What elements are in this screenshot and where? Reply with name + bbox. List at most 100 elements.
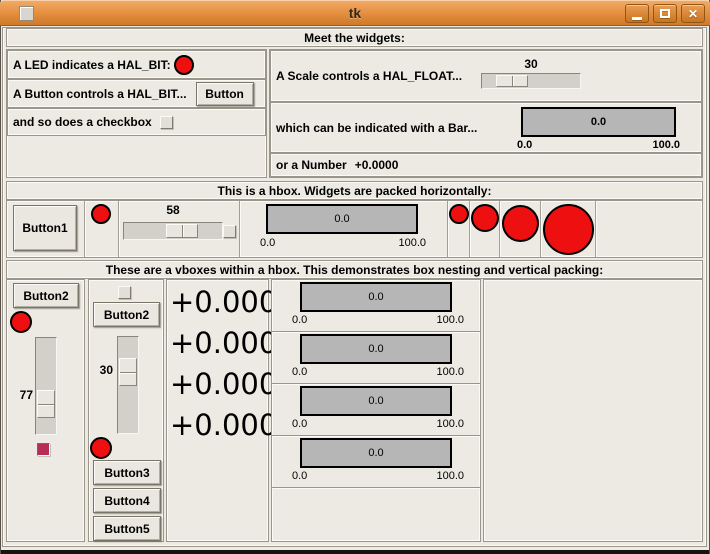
col1-scale-trough[interactable] [35, 337, 57, 435]
bar-min: 0.0 [292, 470, 308, 482]
col1-scale-value: 77 [19, 388, 33, 402]
bar-row: which can be indicated with a Bar... 0.0… [270, 102, 702, 153]
bar-range: 0.0 100.0 [292, 366, 464, 378]
hal-number: +0.000 [170, 408, 278, 442]
bar-cell: 0.0 0.0 100.0 [272, 280, 480, 332]
section-header-hbox: This is a hbox. Widgets are packed horiz… [6, 181, 703, 200]
col2-scale-handle[interactable] [119, 358, 137, 386]
bar-range: 0.0 100.0 [517, 139, 680, 151]
maximize-icon [660, 9, 670, 18]
hbox-led-xlarge [543, 204, 594, 255]
hbox-bar-max: 100.0 [398, 237, 426, 249]
hal-number: +0.000 [170, 367, 278, 401]
bar-value: 0.0 [368, 447, 384, 459]
col1-led [10, 311, 32, 333]
hbox-cell-led-m [469, 201, 499, 257]
close-icon: ✕ [687, 6, 699, 21]
hbox-bar: 0.0 [266, 204, 418, 234]
hbox-led [91, 204, 111, 224]
col2-scale-trough[interactable] [117, 336, 139, 434]
hbox-cell-filler [595, 201, 703, 257]
hbox-led-small [449, 204, 469, 224]
led-row: A LED indicates a HAL_BIT: [7, 50, 266, 79]
number-value: +0.0000 [354, 158, 399, 172]
hbox-cell-led-xl [540, 201, 595, 257]
checkbox-row-label: and so does a checkbox [13, 115, 152, 129]
hbox-cell-led [84, 201, 118, 257]
hbox-bar-value: 0.0 [334, 213, 350, 225]
app-icon[interactable] [19, 6, 34, 21]
bar-max: 100.0 [652, 139, 680, 151]
button-row: A Button controls a HAL_BIT... Button [7, 79, 266, 108]
meet-left-panel: A LED indicates a HAL_BIT: A Button cont… [6, 49, 267, 178]
scale-row-label: A Scale controls a HAL_FLOAT... [276, 69, 463, 83]
number-row-label: or a Number [276, 158, 347, 172]
hal-number: +0.000 [170, 326, 278, 360]
hal-scale-trough[interactable] [481, 73, 581, 89]
hal-bar: 0.0 [300, 438, 452, 468]
bar-cell: 0.0 0.0 100.0 [272, 436, 480, 488]
col1-button2[interactable]: Button2 [13, 283, 79, 308]
hal-bar: 0.0 [300, 334, 452, 364]
hal-button[interactable]: Button [195, 81, 254, 106]
bar-value: 0.0 [368, 395, 384, 407]
bar-value: 0.0 [590, 116, 607, 128]
col2-led [90, 437, 112, 459]
maximize-button[interactable] [653, 4, 677, 23]
hal-led [173, 54, 194, 75]
col2-button2[interactable]: Button2 [93, 302, 160, 327]
hbox-checkbox[interactable] [223, 225, 236, 238]
vbox-col3-numbers: +0.000 +0.000 +0.000 +0.000 [166, 279, 278, 542]
bar-max: 100.0 [436, 418, 464, 430]
hbox-panel: Button1 58 0.0 0.0 100.0 [6, 200, 703, 258]
hbox-scale-trough[interactable] [123, 222, 223, 240]
minimize-icon [632, 16, 642, 20]
meet-right-panel: A Scale controls a HAL_FLOAT... 30 which… [269, 49, 703, 178]
col2-button5[interactable]: Button5 [93, 516, 161, 541]
col1-scale-handle[interactable] [37, 390, 55, 418]
hal-bar: 0.0 [521, 107, 676, 137]
vbox-col1: Button2 77 [6, 279, 85, 542]
col2-button4[interactable]: Button4 [93, 488, 161, 513]
bar-range: 0.0 100.0 [292, 418, 464, 430]
hbox-scale-handle[interactable] [166, 224, 198, 238]
bar-max: 100.0 [436, 366, 464, 378]
bar-range: 0.0 100.0 [292, 314, 464, 326]
hal-bar: 0.0 [300, 282, 452, 312]
bar-row-label: which can be indicated with a Bar... [276, 120, 478, 135]
bar-range: 0.0 100.0 [292, 470, 464, 482]
hbox-cell-led-l [499, 201, 540, 257]
hbox-led-large [502, 205, 539, 242]
section-header-meet: Meet the widgets: [6, 28, 703, 47]
minimize-button[interactable] [625, 4, 649, 23]
window-title: tk [348, 5, 362, 21]
vbox-col2: Button2 30 Button3 Button4 Button5 [88, 279, 164, 542]
scale-value-label: 30 [524, 57, 538, 71]
button-row-label: A Button controls a HAL_BIT... [13, 86, 187, 101]
bar-value: 0.0 [368, 343, 384, 355]
titlebar[interactable]: tk ✕ [0, 0, 710, 26]
hbox-cell-button: Button1 [7, 201, 84, 257]
number-row: or a Number +0.0000 [270, 153, 702, 177]
hbox-cell-bar: 0.0 0.0 100.0 [239, 201, 447, 257]
hal-checkbox[interactable] [159, 115, 173, 129]
bar-value: 0.0 [368, 291, 384, 303]
button1[interactable]: Button1 [13, 205, 77, 251]
hal-scale-handle[interactable] [496, 75, 528, 87]
vbox-filler [483, 279, 703, 542]
hal-number: +0.000 [170, 285, 278, 319]
bar-max: 100.0 [436, 314, 464, 326]
hbox-cell-led-s [447, 201, 469, 257]
bar-max: 100.0 [436, 470, 464, 482]
hbox-scale-value: 58 [166, 203, 180, 217]
led-row-label: A LED indicates a HAL_BIT: [13, 57, 171, 72]
col2-checkbox[interactable] [118, 286, 131, 299]
hbox-led-medium [471, 204, 499, 232]
hal-bar: 0.0 [300, 386, 452, 416]
col1-checkbox[interactable] [37, 443, 50, 456]
scale-row: A Scale controls a HAL_FLOAT... 30 [270, 50, 702, 102]
hbox-cell-scale: 58 [118, 201, 239, 257]
col2-button3[interactable]: Button3 [93, 460, 161, 485]
close-button[interactable]: ✕ [681, 4, 705, 23]
